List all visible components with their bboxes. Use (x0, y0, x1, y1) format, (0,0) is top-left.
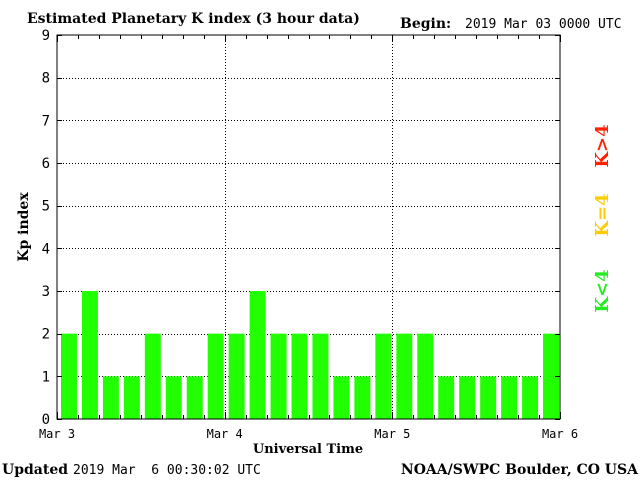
y-axis-label: Kp index (16, 192, 32, 262)
updated-label: Updated (2, 462, 68, 478)
kp-bar (522, 376, 539, 419)
kp-bar (270, 333, 287, 419)
kp-bar (459, 376, 476, 419)
y-tick-label: 3 (42, 284, 50, 300)
updated-value: 2019 Mar 6 00:30:02 UTC (73, 463, 261, 478)
y-tick-label: 1 (42, 369, 50, 385)
legend: K<4 K=4 K>4 (592, 124, 613, 312)
legend-entry: K=4 (592, 193, 613, 236)
x-tick-labels: Mar 3 Mar 4 Mar 5 Mar 6 (39, 427, 578, 441)
legend-entry: K>4 (592, 124, 613, 167)
y-tick-label: 4 (42, 241, 50, 257)
axis-ticks (57, 35, 561, 420)
kp-bar (165, 376, 182, 419)
grid-lines (57, 35, 560, 419)
x-tick-label: Mar 4 (207, 427, 243, 441)
plot-frame (56, 34, 561, 420)
kp-bar (354, 376, 371, 419)
kp-bar (312, 333, 329, 419)
bars (61, 291, 559, 419)
x-tick-label: Mar 5 (374, 427, 410, 441)
kp-bar (249, 291, 266, 419)
kp-bar (543, 333, 559, 419)
kp-bar (61, 333, 77, 419)
y-tick-label: 9 (42, 28, 50, 44)
kp-bar (81, 291, 98, 419)
kp-bar (333, 376, 350, 419)
y-tick-label: 6 (42, 156, 50, 172)
y-tick-labels: 0 1 2 3 4 5 6 7 8 9 (42, 28, 50, 428)
kp-bar (480, 376, 497, 419)
kp-bar (207, 333, 224, 419)
kp-bar (123, 376, 140, 419)
kp-bar (102, 376, 119, 419)
kp-bar (438, 376, 455, 419)
x-tick-label: Mar 3 (39, 427, 75, 441)
y-tick-label: 8 (42, 71, 50, 87)
kp-bar (417, 333, 434, 419)
kp-bar (228, 333, 245, 419)
legend-entry: K<4 (592, 269, 613, 312)
kp-bar (144, 333, 161, 419)
y-tick-label: 7 (42, 113, 50, 129)
begin-value: 2019 Mar 03 0000 UTC (465, 17, 622, 32)
kp-bar (375, 333, 392, 419)
y-tick-label: 5 (42, 199, 50, 215)
kp-bar (501, 376, 518, 419)
source-credit: NOAA/SWPC Boulder, CO USA (401, 462, 639, 478)
x-axis-label: Universal Time (253, 442, 363, 457)
kp-bar (396, 333, 413, 419)
x-tick-label: Mar 6 (542, 427, 578, 441)
kp-bar (291, 333, 308, 419)
chart-title: Estimated Planetary K index (3 hour data… (27, 11, 360, 27)
kp-bar (186, 376, 203, 419)
y-tick-label: 2 (42, 327, 50, 343)
begin-label: Begin: (400, 16, 451, 32)
y-tick-label: 0 (42, 412, 50, 428)
